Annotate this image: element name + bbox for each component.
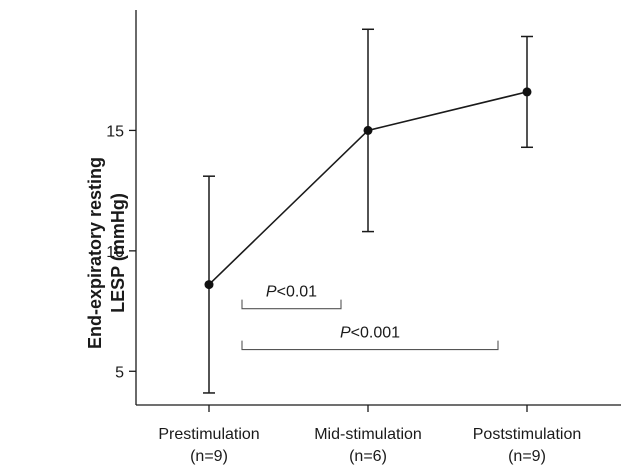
p-symbol: P — [266, 284, 277, 301]
y-tick-label: 5 — [115, 364, 124, 381]
y-tick-label: 15 — [106, 123, 124, 140]
data-point — [522, 87, 532, 97]
significance-label: P<0.01 — [266, 284, 317, 301]
y-ticks: 5 10 15 — [106, 123, 136, 381]
x-tick-label: Poststimulation — [473, 426, 582, 443]
y-axis-label-line-1: End-expiratory resting — [85, 157, 105, 349]
x-ticks: Prestimulation (n=9) Mid-stimulation (n=6) P… — [158, 405, 581, 465]
x-tick-sample-size: (n=6) — [349, 448, 387, 465]
p-symbol: P — [340, 325, 351, 342]
x-tick-sample-size: (n=9) — [508, 448, 546, 465]
x-tick-label: Mid-stimulation — [314, 426, 422, 443]
y-axis-label-line-2: LESP (mmHg) — [108, 193, 128, 313]
plot-area: P<0.01P<0.001 — [203, 28, 533, 394]
data-point — [363, 125, 373, 135]
significance-label: P<0.001 — [340, 325, 400, 342]
significance-bracket: P<0.01 — [241, 284, 342, 310]
significance-bracket-line — [241, 299, 342, 310]
axes — [135, 10, 621, 406]
p-threshold: <0.001 — [351, 325, 400, 342]
x-tick-sample-size: (n=9) — [190, 448, 228, 465]
x-tick-label: Prestimulation — [158, 426, 259, 443]
significance-bracket-line — [241, 340, 499, 351]
significance-bracket: P<0.001 — [241, 325, 499, 351]
y-axis-label: End-expiratory resting LESP (mmHg) — [85, 157, 128, 349]
data-point — [204, 280, 214, 290]
y-tick-label: 10 — [106, 244, 124, 261]
p-threshold: <0.01 — [277, 284, 318, 301]
